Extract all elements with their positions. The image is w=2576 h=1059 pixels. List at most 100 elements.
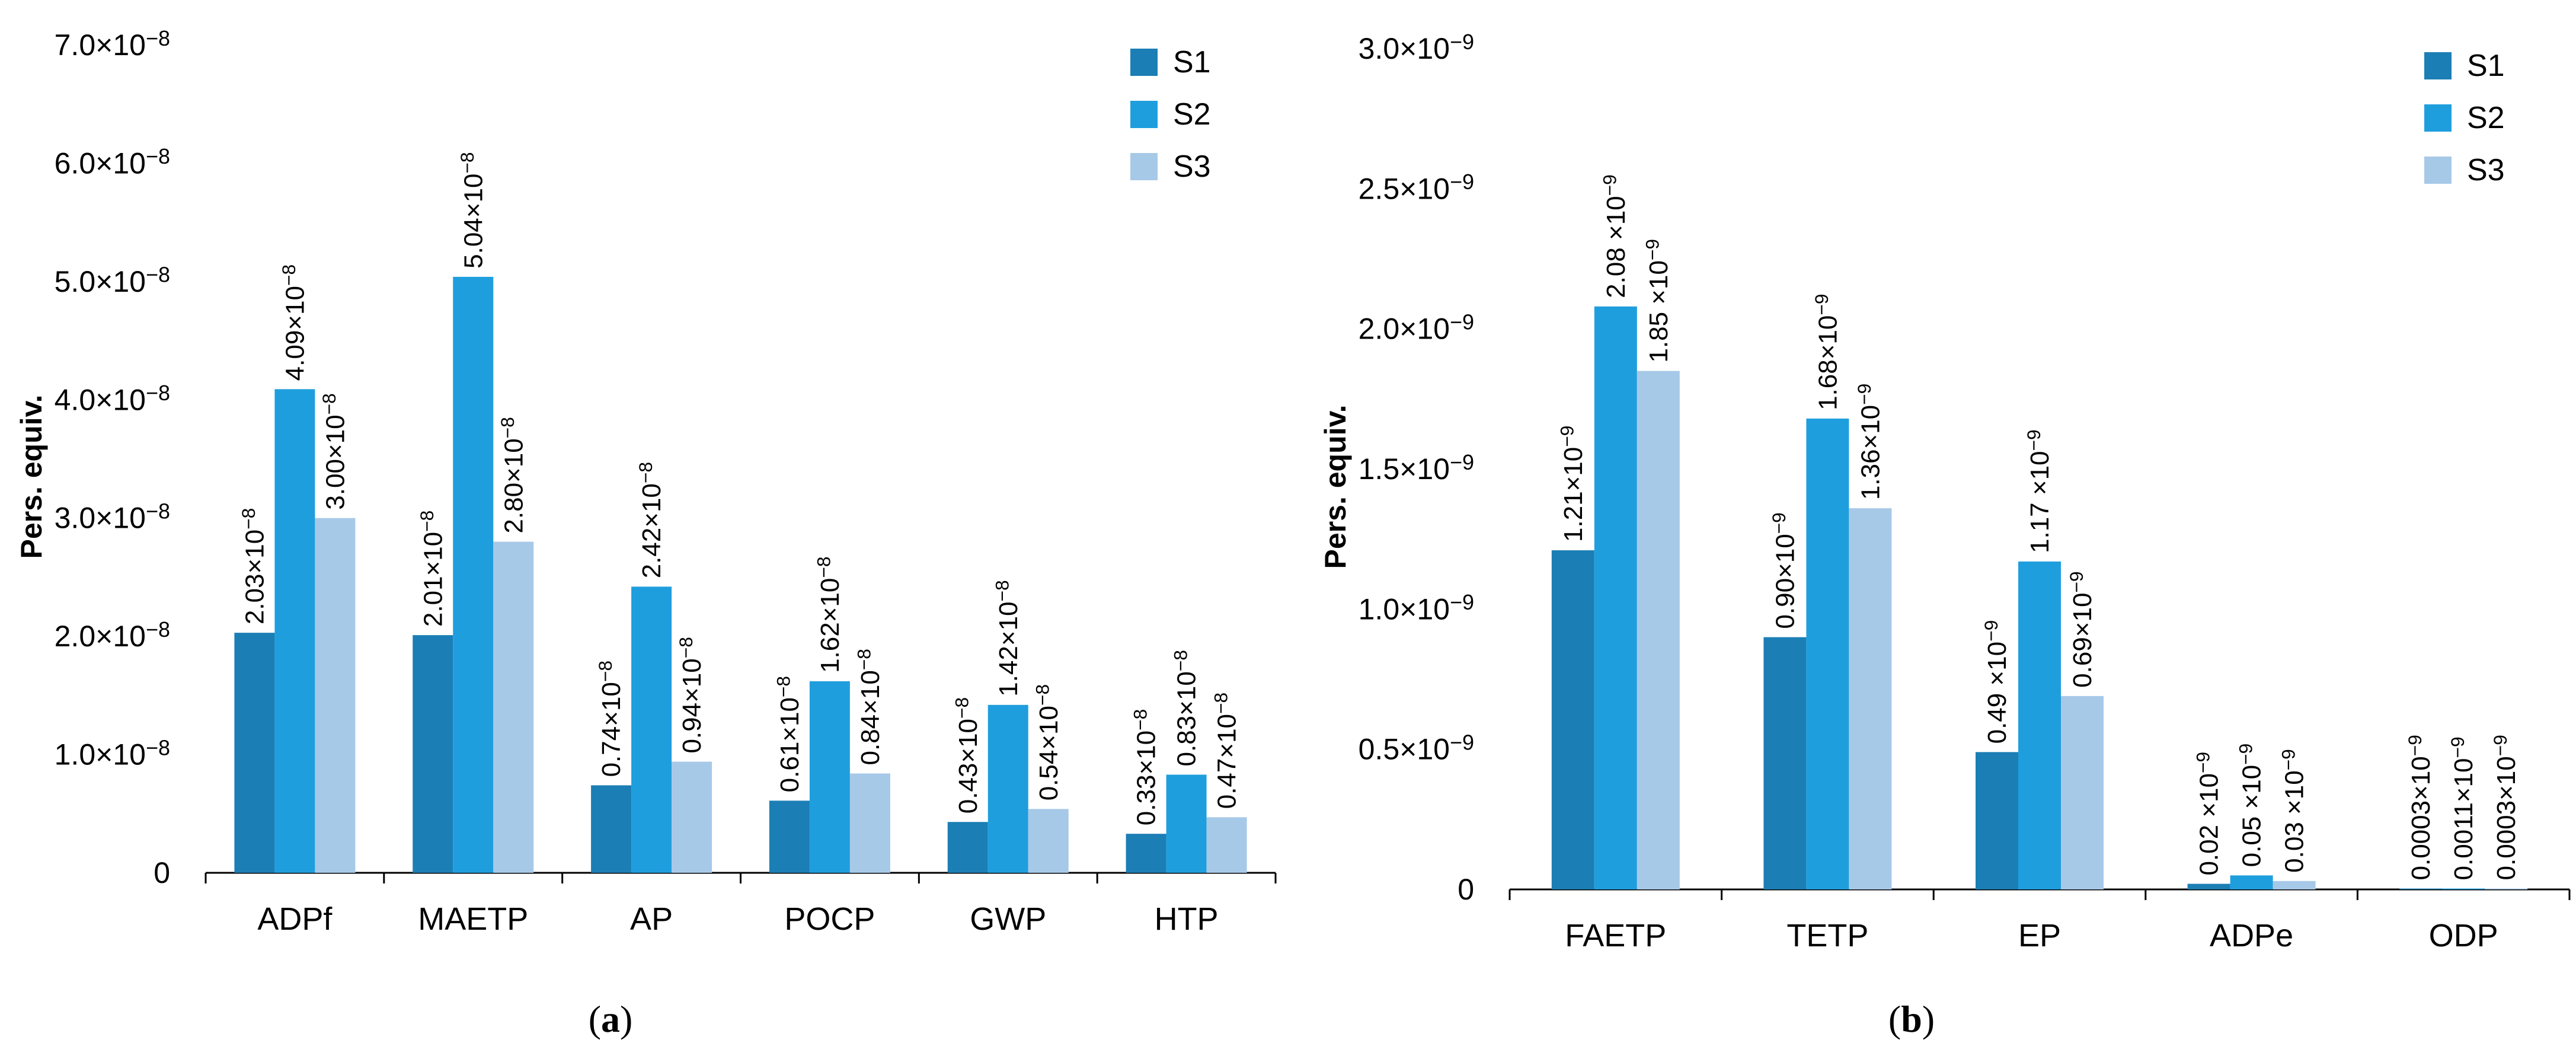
legend-label-s3: S3 [2467,153,2505,187]
y-tick-label: 2.5×10−9 [1359,170,1474,205]
data-label: 0.84×10−8 [854,649,885,765]
data-label: 0.0003×10−9 [2489,735,2521,880]
bar-s1-ap [591,785,632,873]
y-tick-label: 5.0×10−8 [55,263,170,298]
data-label: 1.85 ×10−9 [1642,239,1673,363]
bar-s2-ep [2018,561,2061,889]
data-label: 2.03×10−8 [238,508,269,624]
bar-s3-ep [2061,696,2104,889]
y-tick-label: 0 [154,856,170,889]
y-tick-label: 7.0×10−8 [55,26,170,62]
panel-caption: (a) [589,998,633,1040]
y-tick-label: 1.0×10−9 [1359,590,1474,626]
legend-swatch-s2 [1130,101,1158,128]
y-axis-title: Pers. equiv. [1319,405,1352,569]
category-label: ODP [2429,918,2498,953]
data-label: 0.69×10−9 [2066,571,2097,687]
bar-s2-tetp [1806,418,1849,889]
y-axis-title: Pers. equiv. [15,395,48,559]
bar-s1-odp [2399,888,2443,889]
bar-s1-adpf [234,633,275,873]
y-tick-label: 1.5×10−9 [1359,450,1474,486]
bar-s2-adpf [274,389,315,873]
data-label: 0.02 ×10−9 [2192,752,2223,876]
data-label: 0.94×10−8 [675,637,707,753]
legend-label-s1: S1 [1173,45,1211,79]
bar-s2-faetp [1594,306,1637,889]
data-label: 5.04×10−8 [456,152,488,268]
bar-s1-gwp [947,822,988,873]
legend-label-s2: S2 [2467,101,2505,135]
bar-s3-maetp [493,541,534,873]
bar-s2-maetp [453,276,494,873]
panel-caption: (b) [1888,998,1935,1040]
legend-swatch-s3 [2424,157,2452,184]
y-tick-label: 0.5×10−9 [1359,730,1474,765]
data-label: 0.05 ×10−9 [2235,744,2266,867]
category-label: AP [630,901,673,937]
bar-s3-ap [672,761,712,873]
data-label: 0.74×10−8 [595,661,626,777]
data-label: 1.36×10−9 [1853,384,1885,500]
bar-s1-ep [1976,752,2018,889]
category-label: GWP [970,901,1046,937]
bar-s2-htp [1166,774,1207,873]
legend-swatch-s3 [1130,153,1158,180]
y-tick-label: 6.0×10−8 [55,144,170,180]
bar-s1-maetp [413,635,453,873]
bar-s2-ap [631,586,672,873]
y-tick-label: 4.0×10−8 [55,381,170,416]
data-label: 0.33×10−8 [1129,709,1161,825]
legend-swatch-s2 [2424,104,2452,132]
y-tick-label: 3.0×10−8 [55,499,170,535]
y-tick-label: 0 [1458,873,1474,906]
category-label: ADPf [257,901,333,937]
data-label: 0.90×10−9 [1768,512,1800,629]
legend-label-s1: S1 [2467,49,2505,83]
y-tick-label: 3.0×10−9 [1359,30,1474,65]
bar-s1-htp [1126,834,1166,873]
data-label: 4.09×10−8 [278,264,309,381]
data-label: 2.01×10−8 [416,511,448,627]
category-label: ADPe [2210,918,2293,953]
data-label: 0.03 ×10−9 [2277,749,2309,873]
panel-b-chart: 0 0.5×10−9 1.0×10−9 1.5×10−9 2.0×10−9 2.5×10−… [1319,30,2571,1040]
bar-s1-faetp [1551,550,1594,889]
legend-label-s3: S3 [1173,149,1211,184]
data-label: 0.54×10−8 [1031,684,1063,800]
data-label: 0.47×10−8 [1210,693,1241,809]
panel-a-chart: 0 1.0×10−8 2.0×10−8 3.0×10−8 4.0×10−8 5.0×10−… [15,26,1277,1040]
category-label: MAETP [418,901,528,937]
data-label: 0.43×10−8 [951,697,982,814]
data-label: 1.42×10−8 [991,580,1022,696]
bar-s2-adpe [2230,875,2273,889]
data-label: 1.68×10−9 [1811,294,1842,410]
bar-s2-gwp [987,704,1028,873]
category-label: HTP [1155,901,1219,937]
data-label: 2.08 ×10−9 [1599,174,1631,298]
bar-s1-tetp [1763,637,1807,889]
y-tick-label: 2.0×10−9 [1359,310,1474,345]
data-label: 0.49 ×10−9 [1980,620,2012,744]
bar-s2-pocp [809,681,850,873]
bar-s3-htp [1206,817,1247,873]
legend-swatch-s1 [2424,52,2452,79]
data-label: 3.00×10−8 [318,393,350,509]
data-label: 1.21×10−9 [1557,426,1588,542]
data-label: 1.17 ×10−9 [2023,429,2054,553]
category-label: FAETP [1565,918,1666,953]
category-label: POCP [784,901,875,937]
data-label: 0.83×10−8 [1169,650,1201,766]
category-label: TETP [1786,918,1868,953]
bar-s3-adpf [315,518,356,873]
bar-s3-gwp [1028,809,1069,873]
bar-s3-faetp [1637,371,1680,889]
legend-label-s2: S2 [1173,97,1211,132]
data-label: 0.0011×10−9 [2447,736,2478,880]
data-label: 0.0003×10−9 [2404,735,2436,880]
bar-s3-adpe [2273,881,2316,889]
data-label: 1.62×10−8 [813,557,845,673]
bar-s2-odp [2442,888,2485,889]
bar-s1-pocp [769,800,810,873]
